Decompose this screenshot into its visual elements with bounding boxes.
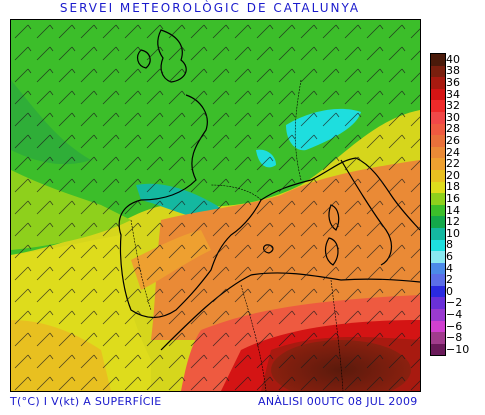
legend-swatch [431, 274, 445, 286]
legend-label: 30 [446, 110, 460, 124]
legend-swatch [431, 111, 445, 124]
legend-label: 26 [446, 134, 460, 147]
analysis-time-caption: ANÀLISI 00UTC 08 JUL 2009 [258, 395, 418, 408]
legend-label: 6 [446, 250, 453, 263]
legend-label: 10 [446, 226, 460, 240]
legend-label: 36 [446, 76, 460, 89]
legend-swatch [431, 77, 445, 89]
legend-swatch [431, 239, 445, 252]
legend-label: 34 [446, 87, 460, 101]
legend-label: 32 [446, 99, 460, 113]
legend-swatch [431, 146, 445, 159]
legend-swatch [431, 285, 445, 298]
legend-label: −8 [446, 331, 463, 345]
legend-swatch [431, 320, 445, 333]
legend-swatch [431, 343, 445, 356]
legend-label: 38 [446, 64, 460, 78]
legend-swatch [431, 309, 445, 321]
agency-title: SERVEI METEOROLÒGIC DE CATALUNYA [59, 1, 361, 15]
legend-label: 28 [446, 122, 460, 136]
legend-label: 0 [446, 284, 453, 298]
legend-swatch [431, 297, 445, 310]
legend-swatch [431, 100, 445, 112]
legend-swatch [431, 54, 445, 66]
legend-label: 40 [446, 52, 460, 66]
legend-label: 18 [446, 180, 460, 194]
legend-label: 20 [446, 168, 460, 182]
legend-swatch [431, 204, 445, 217]
legend-label: 22 [446, 157, 460, 171]
legend-swatch [431, 216, 445, 228]
legend-swatch [431, 332, 445, 344]
temperature-legend [430, 53, 446, 357]
legend-swatch [431, 227, 445, 240]
legend-label: −10 [446, 342, 470, 356]
legend-swatch [431, 135, 445, 147]
legend-swatch [431, 65, 445, 78]
legend-label: 12 [446, 215, 460, 229]
wind-barbs [11, 20, 420, 391]
legend-swatch [431, 193, 445, 205]
legend-label: −4 [446, 308, 463, 321]
legend-label: 14 [446, 203, 460, 217]
legend-swatch [431, 181, 445, 194]
legend-label: 8 [446, 238, 453, 252]
legend-label: −6 [446, 319, 463, 333]
legend-label: 16 [446, 192, 460, 205]
legend-swatch [431, 158, 445, 170]
legend-label: 4 [446, 261, 453, 275]
legend-swatch [431, 262, 445, 275]
legend-label: 24 [446, 145, 460, 159]
variable-caption: T(°C) I V(kt) A SUPERFÍCIE [10, 395, 162, 408]
legend-label: 2 [446, 273, 453, 287]
temperature-map [10, 19, 421, 392]
legend-swatch [431, 88, 445, 101]
legend-swatch [431, 169, 445, 182]
legend-swatch [431, 251, 445, 263]
legend-swatch [431, 123, 445, 136]
legend-label: −2 [446, 296, 463, 310]
